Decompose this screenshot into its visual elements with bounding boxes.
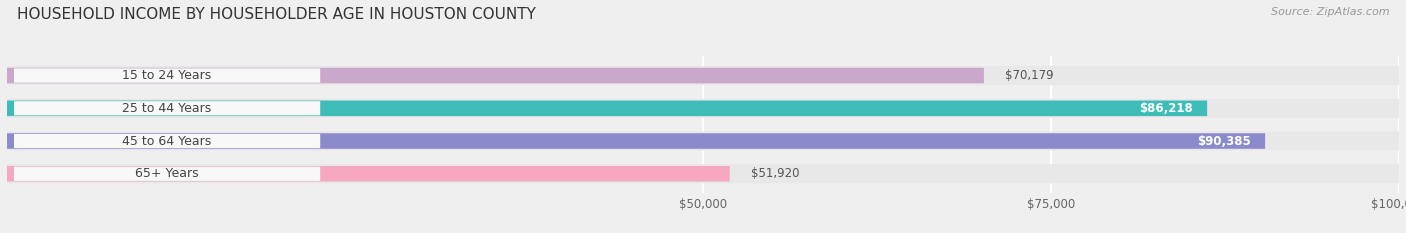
Text: $90,385: $90,385 (1198, 134, 1251, 147)
FancyBboxPatch shape (7, 166, 730, 182)
FancyBboxPatch shape (7, 66, 1399, 85)
Text: $86,218: $86,218 (1139, 102, 1194, 115)
FancyBboxPatch shape (7, 133, 1265, 149)
FancyBboxPatch shape (7, 164, 1399, 183)
Text: 15 to 24 Years: 15 to 24 Years (122, 69, 212, 82)
Text: 65+ Years: 65+ Years (135, 167, 198, 180)
Text: Source: ZipAtlas.com: Source: ZipAtlas.com (1271, 7, 1389, 17)
FancyBboxPatch shape (14, 101, 321, 115)
Text: $70,179: $70,179 (1005, 69, 1053, 82)
Text: 25 to 44 Years: 25 to 44 Years (122, 102, 212, 115)
FancyBboxPatch shape (14, 134, 321, 148)
Text: $51,920: $51,920 (751, 167, 799, 180)
FancyBboxPatch shape (7, 68, 984, 83)
FancyBboxPatch shape (7, 100, 1208, 116)
FancyBboxPatch shape (14, 69, 321, 83)
FancyBboxPatch shape (14, 167, 321, 181)
FancyBboxPatch shape (7, 99, 1399, 118)
Text: HOUSEHOLD INCOME BY HOUSEHOLDER AGE IN HOUSTON COUNTY: HOUSEHOLD INCOME BY HOUSEHOLDER AGE IN H… (17, 7, 536, 22)
Text: 45 to 64 Years: 45 to 64 Years (122, 134, 212, 147)
FancyBboxPatch shape (7, 131, 1399, 151)
